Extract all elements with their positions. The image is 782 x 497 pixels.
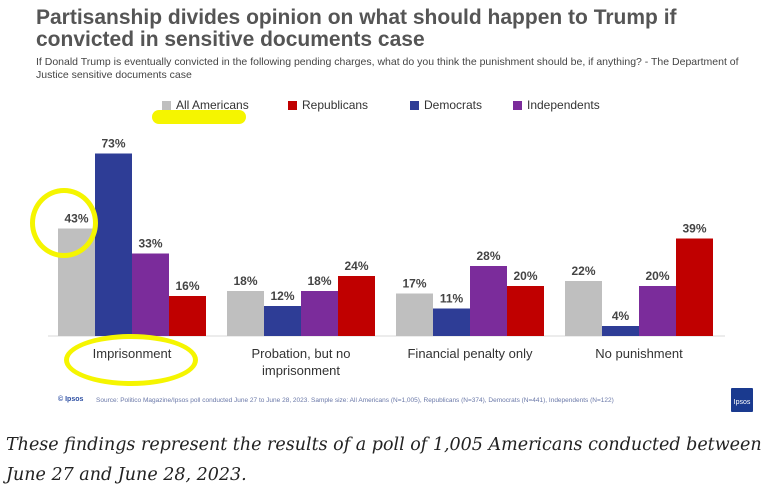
category-label-2: Financial penalty only bbox=[407, 346, 533, 361]
legend-swatch-republicans bbox=[288, 100, 297, 110]
legend-label-republicans: Republicans bbox=[302, 98, 369, 112]
legend-label-independents: Independents bbox=[527, 98, 600, 112]
bar-all-americans-2 bbox=[396, 293, 433, 336]
data-label-republicans-1: 24% bbox=[344, 259, 368, 273]
data-label-independents-0: 33% bbox=[138, 237, 162, 251]
legend-item-democrats: Democrats bbox=[410, 98, 482, 112]
data-label-democrats-3: 4% bbox=[612, 309, 630, 323]
data-label-all-americans-1: 18% bbox=[233, 274, 257, 288]
legend: All Americans Republicans Democrats Inde… bbox=[0, 98, 782, 114]
data-label-democrats-0: 73% bbox=[101, 137, 125, 151]
bar-independents-2 bbox=[470, 266, 507, 336]
bar-independents-0 bbox=[132, 253, 169, 336]
bar-republicans-0 bbox=[169, 296, 206, 336]
source-note: Source: Politico Magazine/Ipsos poll con… bbox=[96, 397, 614, 404]
data-label-republicans-2: 20% bbox=[513, 269, 537, 283]
legend-label-democrats: Democrats bbox=[424, 98, 483, 112]
highlight-circle-43 bbox=[30, 188, 98, 258]
caption: These findings represent the results of … bbox=[6, 435, 762, 485]
data-label-republicans-0: 16% bbox=[175, 279, 199, 293]
bar-democrats-3 bbox=[602, 326, 639, 336]
bar-republicans-1 bbox=[338, 276, 375, 336]
legend-swatch-democrats bbox=[410, 100, 419, 110]
chart-title: Partisanship divides opinion on what sho… bbox=[36, 6, 677, 51]
legend-swatch-independents bbox=[513, 100, 522, 110]
bar-all-americans-1 bbox=[227, 291, 264, 336]
data-label-independents-3: 20% bbox=[645, 269, 669, 283]
bar-independents-1 bbox=[301, 291, 338, 336]
bar-democrats-1 bbox=[264, 306, 301, 336]
category-label-1: Probation, but no imprisonment bbox=[251, 346, 350, 378]
highlight-legend-mark bbox=[152, 110, 246, 124]
bar-republicans-3 bbox=[676, 238, 713, 336]
category-label-3: No punishment bbox=[595, 346, 683, 361]
data-label-independents-2: 28% bbox=[476, 249, 500, 263]
bar-independents-3 bbox=[639, 286, 676, 336]
legend-label-all-americans: All Americans bbox=[176, 98, 249, 112]
legend-item-independents: Independents bbox=[513, 98, 600, 112]
bar-all-americans-3 bbox=[565, 281, 602, 336]
legend-swatch-all-americans bbox=[162, 100, 171, 110]
data-label-all-americans-2: 17% bbox=[402, 277, 426, 291]
bar-democrats-2 bbox=[433, 308, 470, 336]
data-label-democrats-1: 12% bbox=[270, 289, 294, 303]
bar-chart: 43%73%33%16%Imprisonment18%12%18%24%Prob… bbox=[48, 137, 725, 378]
data-label-democrats-2: 11% bbox=[440, 292, 464, 306]
ipsos-logo: Ipsos bbox=[731, 388, 753, 412]
legend-item-all-americans: All Americans bbox=[162, 98, 249, 112]
legend-item-republicans: Republicans bbox=[288, 98, 368, 112]
data-label-all-americans-3: 22% bbox=[571, 264, 595, 278]
chart-subtitle: If Donald Trump is eventually convicted … bbox=[36, 56, 739, 81]
data-label-republicans-3: 39% bbox=[682, 222, 706, 236]
bar-democrats-0 bbox=[95, 153, 132, 336]
ipsos-mark: © Ipsos bbox=[58, 396, 84, 403]
data-label-independents-1: 18% bbox=[307, 274, 331, 288]
bar-republicans-2 bbox=[507, 286, 544, 336]
highlight-circle-imprisonment bbox=[64, 334, 198, 386]
